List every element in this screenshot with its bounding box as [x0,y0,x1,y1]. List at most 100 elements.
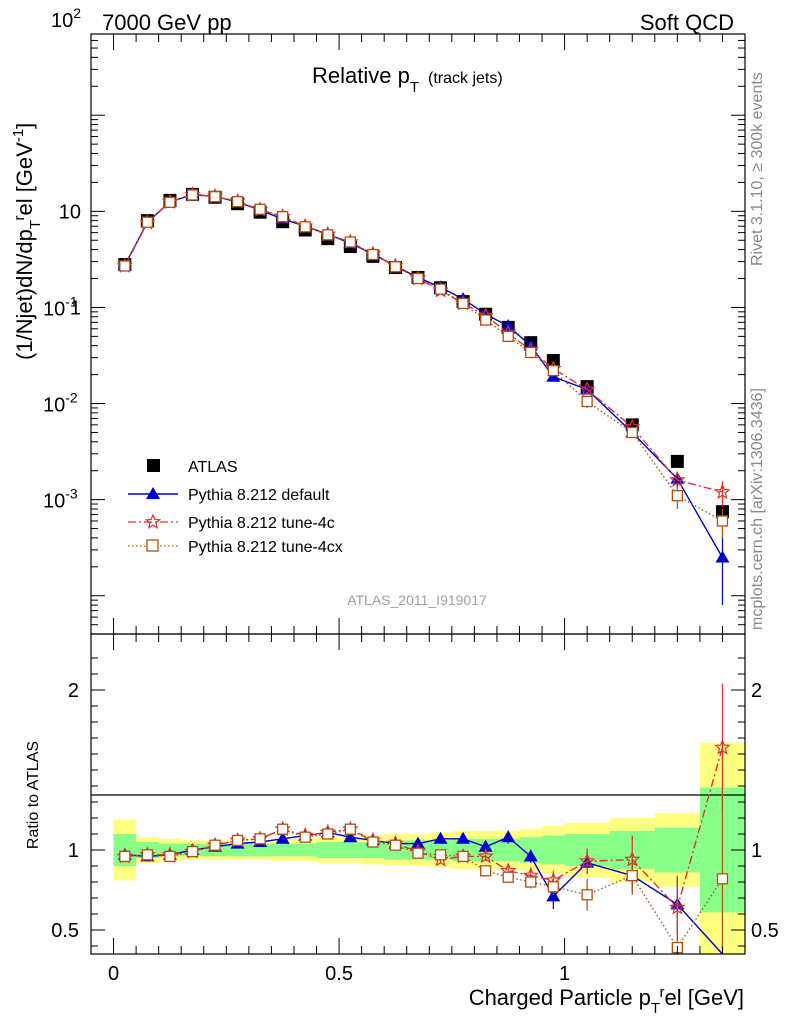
data-point [671,490,683,502]
ytick-label-base: 10 [43,395,65,417]
ytick-label: 10-3 [43,486,78,513]
band-green [654,827,700,873]
analysis-watermark: ATLAS_2011_I919017 [347,592,487,608]
ytick-label-exp: -2 [65,390,78,406]
band-green [271,843,294,857]
data-point [581,889,593,901]
plot-title-sub: T [410,79,419,96]
ratio-ytick-labels: 0.5 0.5 1 1 2 2 [51,680,779,942]
data-point [277,211,289,223]
ytick-label: 10-1 [43,293,78,320]
series-dotted-opensquare [119,189,729,538]
main-ticks [91,33,745,635]
data-point [344,823,356,835]
data-point [477,847,494,864]
data-point [164,196,176,208]
data-point [502,871,514,883]
ratio-series [116,683,731,955]
legend-marker-default [146,487,160,499]
data-point [209,191,221,203]
data-point [141,216,154,228]
xtick-label: 0 [108,963,119,985]
legend-label-4c: Pythia 8.212 tune-4c [188,515,335,532]
ytick-label-base: 10 [51,10,73,32]
data-point [343,830,358,843]
series-line [124,193,723,493]
data-point [389,839,402,851]
data-point [119,260,131,272]
ytick-label-right: 2 [751,680,762,702]
data-point [626,426,638,439]
header-right: Soft QCD [640,10,734,35]
ytick-label-exp: -3 [65,486,78,502]
plot-title-note: (track jets) [428,70,503,87]
data-point [581,395,593,408]
data-point [412,272,424,285]
data-point [457,850,469,863]
ytick-label: 2 [68,680,79,702]
data-point [501,830,516,843]
data-point [502,330,514,343]
data-point [231,834,244,847]
data-point [525,876,537,888]
data-point [525,346,537,359]
header-left: 7000 GeV pp [102,10,232,35]
ratio-ylabel: Ratio to ATLAS [25,741,42,849]
legend: ATLAS Pythia 8.212 default Pythia 8.212 … [128,459,343,556]
data-point [714,739,731,755]
data-point [231,196,244,208]
data-point [412,847,424,859]
data-point [186,845,199,858]
ratio-xlabel: Charged Particle pTrel [GeV] [469,984,744,1017]
data-point [579,380,596,397]
series-dotted-opensquare [119,790,729,954]
legend-label-4cx: Pythia 8.212 tune-4cx [188,539,343,556]
data-point [457,297,469,310]
data-point [209,839,221,851]
ytick-label-base: 10 [43,491,65,513]
data-point [456,831,471,844]
data-point [254,203,266,215]
data-point [480,314,492,326]
data-point [716,873,729,885]
data-point [389,261,402,273]
ratio-xtick-labels: 0 0.5 1 [108,963,570,985]
ytick-label: 1 [68,840,79,862]
data-point [546,889,561,902]
data-point [547,881,559,893]
legend-marker-atlas [147,459,160,472]
band-green [339,842,362,858]
data-point [367,248,379,261]
data-point [344,236,356,248]
legend-marker-4cx [146,539,159,552]
data-point [275,831,290,844]
data-point [322,229,334,241]
data-point [164,850,176,863]
band-green [496,838,520,862]
ytick-label-right: 1 [751,840,762,862]
band-green [293,843,317,857]
legend-entry-atlas: ATLAS [147,459,238,476]
data-point [322,828,334,840]
data-point [478,839,493,852]
rivet-label: Rivet 3.1.10, ≥ 300k events [749,72,766,266]
ytick-label: 10 [59,201,81,223]
xtick-label: 0.5 [325,963,353,985]
legend-label-atlas: ATLAS [188,459,238,476]
data-point [299,221,311,233]
legend-entry-4c: Pythia 8.212 tune-4c [128,513,335,532]
data-point [547,364,559,377]
xtick-label: 1 [559,963,570,985]
data-point [523,849,538,862]
data-point [480,865,492,877]
legend-label-default: Pythia 8.212 default [188,487,330,504]
ytick-label: 0.5 [51,920,79,942]
data-point [716,515,729,527]
data-point [411,836,425,849]
series-line [124,828,723,949]
data-point [367,836,379,848]
ytick-label: 1 [70,297,81,319]
data-point [186,189,199,201]
